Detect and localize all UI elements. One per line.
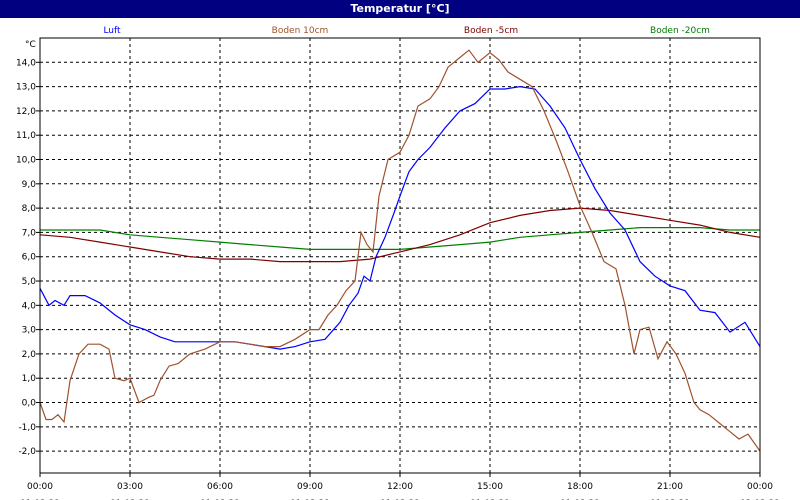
series-lines <box>39 49 761 452</box>
y-tick-label: 8,0 <box>22 204 37 214</box>
series-line-luft <box>39 85 761 350</box>
y-tick-label: -1,0 <box>18 423 36 433</box>
y-tick-label: 5,0 <box>22 277 37 287</box>
legend-entry: Boden -20cm <box>650 26 710 36</box>
y-tick-label: 9,0 <box>22 180 37 190</box>
x-tick-time-label: 03:00 <box>117 482 143 492</box>
x-tick-time-label: 21:00 <box>657 482 683 492</box>
y-tick-label: 2,0 <box>22 350 37 360</box>
y-tick-label: 7,0 <box>22 228 37 238</box>
legend-entry: Luft <box>103 26 121 36</box>
x-tick-time-label: 15:00 <box>477 482 503 492</box>
y-tick-label: -2,0 <box>18 447 36 457</box>
legend-entry: Boden -5cm <box>464 26 518 36</box>
x-tick-time-label: 09:00 <box>297 482 323 492</box>
y-tick-label: 13,0 <box>16 83 36 93</box>
y-tick-label: 3,0 <box>22 326 37 336</box>
x-tick-time-label: 00:00 <box>27 482 53 492</box>
series-line-boden-10cm <box>39 49 761 452</box>
x-tick-time-label: 00:00 <box>747 482 773 492</box>
axis-ticks: -2,0 -1,0 0,0 1,0 2,0 3,0 4,0 5,0 6,0 7,0 8,0 9,0 10… <box>16 58 780 500</box>
grid-lines <box>40 38 760 473</box>
legend: Luft Boden 10cm Boden -5cm Boden -20cm <box>103 26 710 36</box>
y-tick-label: 14,0 <box>16 58 36 68</box>
series-line-boden-5cm <box>39 207 761 263</box>
y-tick-label: 0,0 <box>22 399 37 409</box>
x-tick-time-label: 06:00 <box>207 482 233 492</box>
chart-title: Temperatur [°C] <box>0 0 800 18</box>
y-tick-label: 6,0 <box>22 253 37 263</box>
legend-entry: Boden 10cm <box>272 26 329 36</box>
y-unit-label: °C <box>25 40 36 50</box>
y-tick-label: 12,0 <box>16 107 36 117</box>
y-tick-label: 4,0 <box>22 301 37 311</box>
x-tick-time-label: 12:00 <box>387 482 413 492</box>
chart-canvas: -2,0 -1,0 0,0 1,0 2,0 3,0 4,0 5,0 6,0 7,0 8,0 9,0 10… <box>16 26 780 500</box>
x-tick-time-label: 18:00 <box>567 482 593 492</box>
y-tick-label: 1,0 <box>22 374 37 384</box>
y-tick-label: 10,0 <box>16 156 36 166</box>
y-tick-label: 11,0 <box>16 131 36 141</box>
